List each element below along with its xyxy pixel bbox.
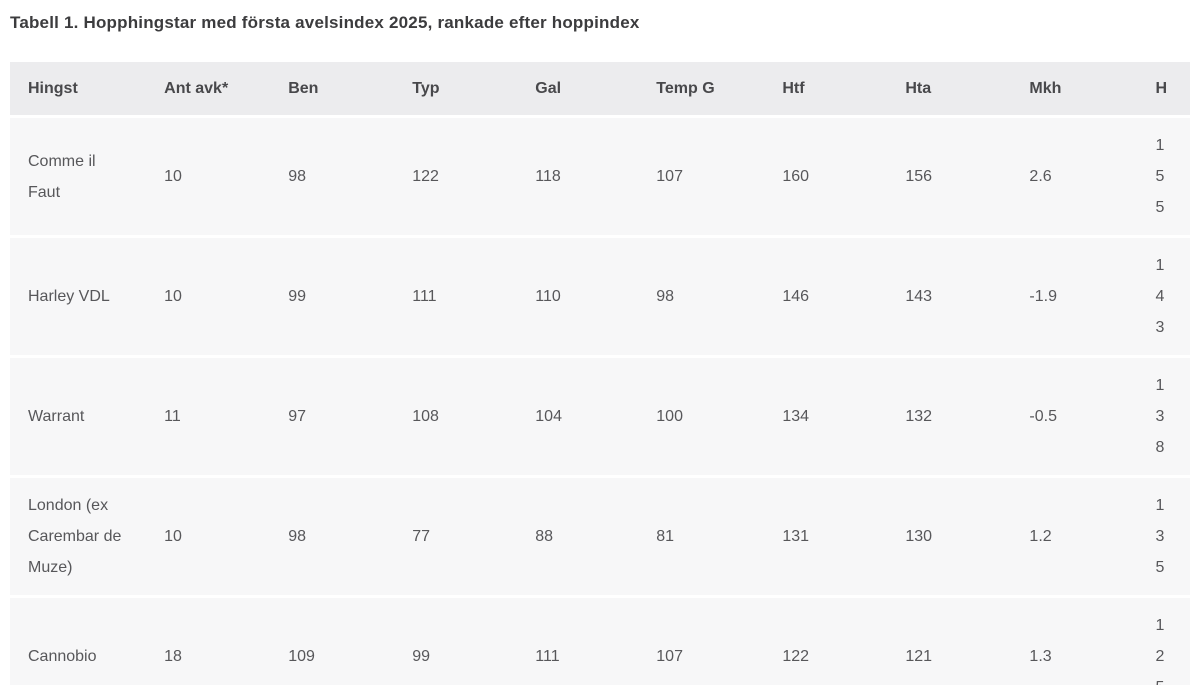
stallion-name-cell: Comme il Faut [10, 115, 147, 235]
column-header-ben: Ben [270, 62, 395, 115]
table-cell: 1.2 [1011, 475, 1138, 595]
stallion-name-cell: Warrant [10, 355, 147, 475]
table-cell: 121 [887, 595, 1012, 685]
table-cell: 134 [764, 355, 888, 475]
table-cell: 98 [270, 475, 395, 595]
table-body: Comme il Faut 10 98 122 118 107 160 156 … [10, 115, 1190, 685]
table-cell: 146 [764, 235, 888, 355]
column-header-hingst: Hingst [10, 62, 147, 115]
table-title: Tabell 1. Hopphingstar med första avelsi… [10, 13, 640, 32]
table-header: Hingst Ant avk* Ben Typ Gal Temp G Htf H… [10, 62, 1190, 115]
table-cell: 122 [764, 595, 888, 685]
table-cell: 99 [394, 595, 518, 685]
table-cell: 98 [270, 115, 395, 235]
column-header-typ: Typ [394, 62, 518, 115]
table-cell: 155 [1137, 115, 1190, 235]
column-header-htf: Htf [764, 62, 888, 115]
stallion-name-cell: Cannobio [10, 595, 147, 685]
table-cell: 81 [638, 475, 765, 595]
header-row: Hingst Ant avk* Ben Typ Gal Temp G Htf H… [10, 62, 1190, 115]
table-cell: 143 [1137, 235, 1190, 355]
table-cell: 18 [146, 595, 271, 685]
table-cell: 100 [638, 355, 765, 475]
table-cell: 131 [764, 475, 888, 595]
table-cell: 130 [887, 475, 1012, 595]
table-cell: 122 [394, 115, 518, 235]
table-cell: 10 [146, 235, 271, 355]
column-header-hta: Hta [887, 62, 1012, 115]
column-header-mkh: Mkh [1011, 62, 1138, 115]
table-cell: 77 [394, 475, 518, 595]
table-cell: 110 [517, 235, 639, 355]
table-cell: -1.9 [1011, 235, 1138, 355]
table-cell: 135 [1137, 475, 1190, 595]
table-cell: 10 [146, 115, 271, 235]
column-header-gal: Gal [517, 62, 639, 115]
table-cell: 2.6 [1011, 115, 1138, 235]
table-cell: 1.3 [1011, 595, 1138, 685]
stallion-name-cell: London (ex Carembar de Muze) [10, 475, 147, 595]
table-row: Cannobio 18 109 99 111 107 122 121 1.3 1… [10, 595, 1190, 685]
table-cell: 111 [394, 235, 518, 355]
stallion-name-cell: Harley VDL [10, 235, 147, 355]
table-cell: 138 [1137, 355, 1190, 475]
table-cell: 107 [638, 595, 765, 685]
table-cell: 99 [270, 235, 395, 355]
column-header-temp-g: Temp G [638, 62, 765, 115]
table-cell: 125 [1137, 595, 1190, 685]
table-cell: 97 [270, 355, 395, 475]
table-cell: 156 [887, 115, 1012, 235]
column-header-ant-avk: Ant avk* [146, 62, 271, 115]
table-cell: 111 [517, 595, 639, 685]
table-cell: 109 [270, 595, 395, 685]
table-cell: 104 [517, 355, 639, 475]
table-cell: 108 [394, 355, 518, 475]
table-cell: 10 [146, 475, 271, 595]
table-row: London (ex Carembar de Muze) 10 98 77 88… [10, 475, 1190, 595]
table-row: Comme il Faut 10 98 122 118 107 160 156 … [10, 115, 1190, 235]
column-header-h: H [1137, 62, 1190, 115]
table-cell: 160 [764, 115, 888, 235]
table-cell: 143 [887, 235, 1012, 355]
table-cell: 98 [638, 235, 765, 355]
table-row: Warrant 11 97 108 104 100 134 132 -0.5 1… [10, 355, 1190, 475]
table-row: Harley VDL 10 99 111 110 98 146 143 -1.9… [10, 235, 1190, 355]
table-cell: 88 [517, 475, 639, 595]
table-cell: 118 [517, 115, 639, 235]
table-cell: -0.5 [1011, 355, 1138, 475]
table-cell: 107 [638, 115, 765, 235]
table-cell: 11 [146, 355, 271, 475]
breeding-index-table: Hingst Ant avk* Ben Typ Gal Temp G Htf H… [10, 62, 1190, 685]
table-cell: 132 [887, 355, 1012, 475]
